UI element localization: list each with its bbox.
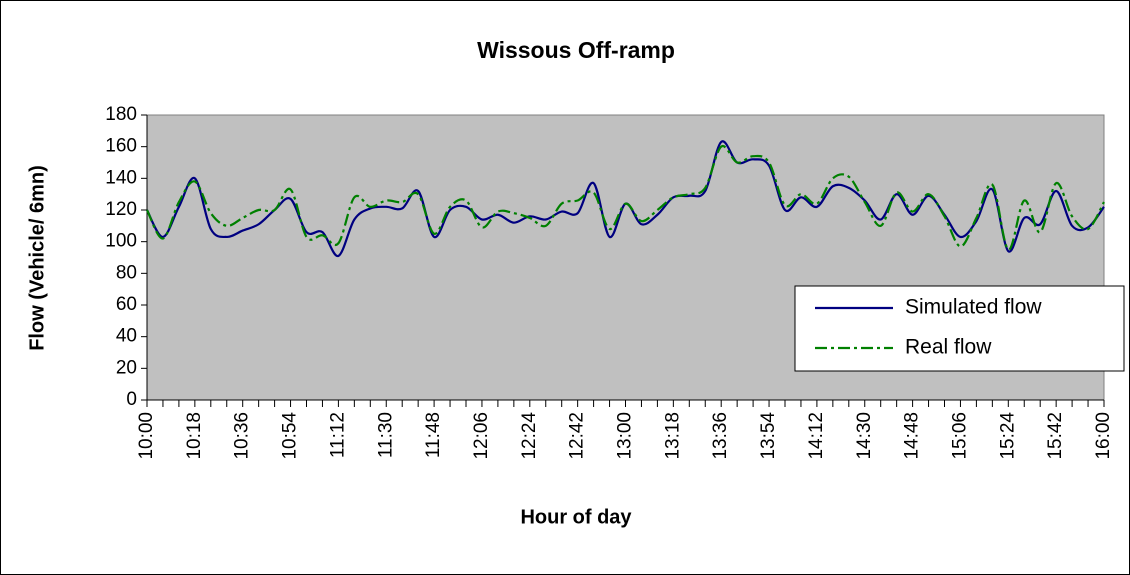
- x-tick-label: 13:00: [615, 412, 636, 460]
- x-tick-label: 13:36: [710, 412, 731, 460]
- y-tick-label: 80: [116, 262, 137, 283]
- x-tick-label: 16:00: [1093, 412, 1114, 460]
- y-tick-label: 20: [116, 357, 137, 378]
- x-tick-label: 15:24: [997, 412, 1018, 460]
- y-tick-label: 100: [105, 231, 137, 252]
- x-tick-label: 10:54: [280, 412, 301, 460]
- legend-label: Simulated flow: [905, 296, 1042, 319]
- x-tick-label: 10:36: [232, 412, 253, 460]
- x-tick-label: 14:30: [854, 412, 875, 460]
- y-tick-label: 0: [126, 389, 137, 410]
- x-tick-label: 12:42: [567, 412, 588, 460]
- series-line: [146, 144, 1105, 251]
- x-tick-label: 15:06: [949, 412, 970, 460]
- x-tick-label: 12:06: [471, 412, 492, 460]
- x-axis-label: Hour of day: [520, 506, 632, 528]
- y-tick-label: 140: [105, 167, 137, 188]
- x-tick-label: 14:12: [806, 412, 827, 460]
- legend-label: Real flow: [905, 336, 992, 359]
- legend-box: [794, 285, 1125, 372]
- y-tick-label: 160: [105, 136, 137, 157]
- x-tick-label: 13:54: [758, 412, 779, 460]
- x-tick-label: 14:48: [902, 412, 923, 460]
- x-tick-label: 10:18: [184, 412, 205, 460]
- x-tick-label: 12:24: [519, 412, 540, 460]
- x-tick-label: 11:30: [375, 412, 396, 458]
- y-tick-label: 40: [116, 326, 137, 347]
- y-tick-label: 180: [105, 104, 137, 125]
- x-tick-label: 10:00: [136, 412, 157, 460]
- y-axis-label: Flow (Vehicle/ 6mn): [26, 165, 48, 351]
- chart-title: Wissous Off-ramp: [477, 37, 675, 63]
- y-tick-label: 120: [105, 199, 137, 220]
- y-tick-label: 60: [116, 294, 137, 315]
- x-tick-label: 11:48: [423, 412, 444, 458]
- x-tick-label: 13:18: [662, 412, 683, 460]
- x-tick-label: 11:12: [327, 412, 348, 458]
- x-tick-label: 15:42: [1045, 412, 1066, 460]
